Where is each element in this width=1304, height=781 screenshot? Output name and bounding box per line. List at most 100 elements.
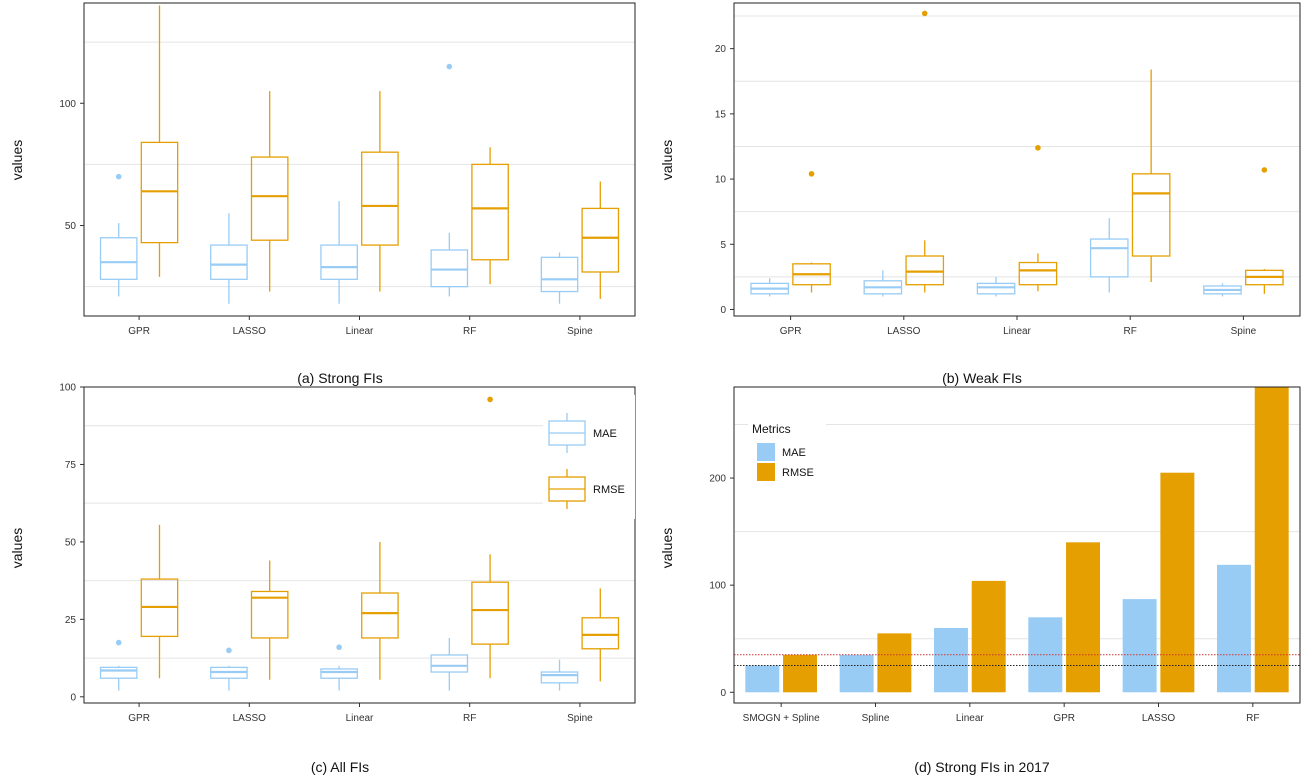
panel-a-mae-box-spine	[540, 256, 579, 293]
panel-c-category-label: RF	[463, 713, 476, 724]
panel-d-legend-swatch	[757, 463, 775, 481]
panel-b-category-label: Linear	[1003, 326, 1031, 337]
panel-a-caption: (a) Strong FIs	[297, 370, 383, 386]
panel-d-rmse-bar-rf	[1254, 387, 1289, 693]
panel-d-mae-bar-spline	[839, 654, 874, 693]
panel-d-rmse-bar-spline	[877, 633, 912, 693]
panel-c-ytick-label: 0	[70, 692, 76, 703]
panel-a-frame	[83, 2, 636, 317]
panel-c-category-label: LASSO	[233, 713, 267, 724]
panel-b-ytick-label: 5	[720, 240, 726, 251]
panel-a-category-label: RF	[463, 326, 476, 337]
panel-b-category-label: GPR	[780, 326, 802, 337]
panel-a-rmse-box-gpr	[140, 141, 179, 244]
panel-d-legend-label: RMSE	[782, 467, 814, 479]
panel-a-ytick-label: 50	[65, 221, 77, 232]
panel-b-ytick-label: 15	[715, 109, 727, 120]
panel-c-ylabel: values	[9, 528, 25, 568]
panel-c-rmse-box-rf	[471, 581, 509, 645]
panel-a-mae-box-gpr	[99, 237, 138, 280]
panel-d-category-label: Spline	[862, 713, 890, 724]
panel-a: values (a) Strong FIs 50 100 GPR LASSO Linea…	[9, 2, 636, 386]
panel-c-mae-box-gpr	[99, 666, 138, 679]
panel-d-legend-swatch	[757, 443, 775, 461]
panel-d-mae-bar-gpr	[1028, 617, 1063, 693]
panel-a-mae-box-lasso	[210, 244, 248, 280]
panel-a-rmse-box-spine	[581, 207, 620, 273]
panel-c: values (c) All FIs 0 25 50 75 100 GPR LASSO Lin…	[9, 383, 636, 775]
panel-a-category-label: LASSO	[233, 326, 267, 337]
panel-b-ytick-label: 0	[720, 305, 726, 316]
panel-d-category-label: Linear	[956, 713, 984, 724]
panel-c-ytick-label: 100	[59, 383, 76, 394]
panel-d-mae-bar-smogn-spline	[745, 665, 780, 693]
panel-c-mae-box-spine	[540, 671, 579, 684]
panel-a-category-label: GPR	[128, 326, 150, 337]
panel-d-caption: (d) Strong FIs in 2017	[914, 759, 1050, 775]
panel-b-mae-box-rf	[1089, 238, 1129, 278]
panel-a-rmse-box-linear	[361, 151, 399, 246]
panel-b-rmse-box-rf	[1131, 173, 1171, 257]
panel-d-rmse-bar-lasso	[1160, 472, 1195, 693]
panel-d-rmse-bar-gpr	[1066, 542, 1101, 693]
panel-b-rmse-box-spine-outlier	[1261, 167, 1268, 173]
panel-c-ytick-label: 50	[65, 537, 77, 548]
panel-c-rmse-box-linear	[361, 592, 399, 639]
panel-d-ytick-label: 100	[709, 581, 726, 592]
panel-b-frame	[733, 2, 1301, 317]
panel-d-ytick-label: 200	[709, 474, 726, 485]
panel-c-mae-box-lasso-outlier	[226, 647, 232, 654]
panel-d-frame	[733, 386, 1301, 704]
panel-d-ylabel: values	[659, 528, 675, 568]
panel-c-category-label: Linear	[346, 713, 374, 724]
panel-c-mae-box-linear-outlier	[336, 644, 342, 651]
panel-d-mae-bar-rf	[1216, 564, 1251, 693]
panel-d-category-label: RF	[1246, 713, 1259, 724]
panel-b-ytick-label: 10	[715, 175, 727, 186]
panel-a-mae-box-gpr-outlier	[115, 173, 122, 180]
panel-c-legend-label: RMSE	[593, 484, 625, 496]
panel-c-ytick-label: 75	[65, 460, 77, 471]
panel-d-mae-bar-linear	[933, 628, 968, 693]
panel-d-rmse-bar-smogn-spline	[783, 654, 818, 693]
panel-c-mae-box-linear	[320, 668, 358, 679]
panel-c-legend-label: MAE	[593, 428, 617, 440]
panel-b-ytick-label: 20	[715, 44, 727, 55]
panel-c-mae-box-gpr-outlier	[115, 639, 122, 646]
panel-b-caption: (b) Weak FIs	[942, 370, 1022, 386]
panel-d-legend-title: Metrics	[752, 422, 791, 436]
panel-b-rmse-box-gpr-outlier	[808, 171, 815, 177]
panel-c-rmse-box-lasso	[250, 590, 289, 639]
panel-b-rmse-box-linear-outlier	[1035, 144, 1041, 151]
panel-b-rmse-box-lasso-outlier	[921, 10, 928, 17]
panel-b-category-label: Spine	[1231, 326, 1257, 337]
panel-c-category-label: Spine	[567, 713, 593, 724]
panel-b: values (b) Weak FIs 0 5 10 15 20 GPR LASSO Line…	[659, 2, 1301, 386]
panel-a-category-label: Spine	[567, 326, 593, 337]
panel-d-category-label: LASSO	[1142, 713, 1176, 724]
panel-a-rmse-box-rf	[471, 163, 509, 261]
panel-a-category-label: Linear	[346, 326, 374, 337]
panel-b-mae-box-linear	[976, 282, 1016, 295]
panel-b-rmse-box-linear	[1018, 261, 1058, 286]
panel-b-category-label: RF	[1124, 326, 1137, 337]
panel-a-rmse-box-lasso	[250, 156, 289, 241]
panel-a-mae-box-rf	[430, 249, 469, 288]
panel-d-category-label: GPR	[1053, 713, 1075, 724]
panel-d-legend-label: MAE	[782, 447, 806, 459]
panel-a-ylabel: values	[9, 140, 25, 180]
panel-d-ytick-label: 0	[720, 688, 726, 699]
panel-c-frame	[83, 386, 636, 704]
panel-c-rmse-box-spine	[581, 617, 620, 650]
panel-c-category-label: GPR	[128, 713, 150, 724]
panel-c-ytick-label: 25	[65, 615, 77, 626]
panel-c-rmse-box-rf-outlier	[487, 396, 493, 403]
panel-b-category-label: LASSO	[887, 326, 921, 337]
panel-d-mae-bar-lasso	[1122, 599, 1157, 693]
panel-c-caption: (c) All FIs	[311, 759, 369, 775]
panel-c-mae-box-rf	[430, 654, 469, 673]
panel-a-mae-box-linear	[320, 244, 358, 280]
panel-d: values (d) Strong FIs in 2017 0 100 200 SMO…	[659, 386, 1301, 775]
panel-d-rmse-bar-linear	[971, 580, 1006, 693]
panel-b-ylabel: values	[659, 140, 675, 180]
